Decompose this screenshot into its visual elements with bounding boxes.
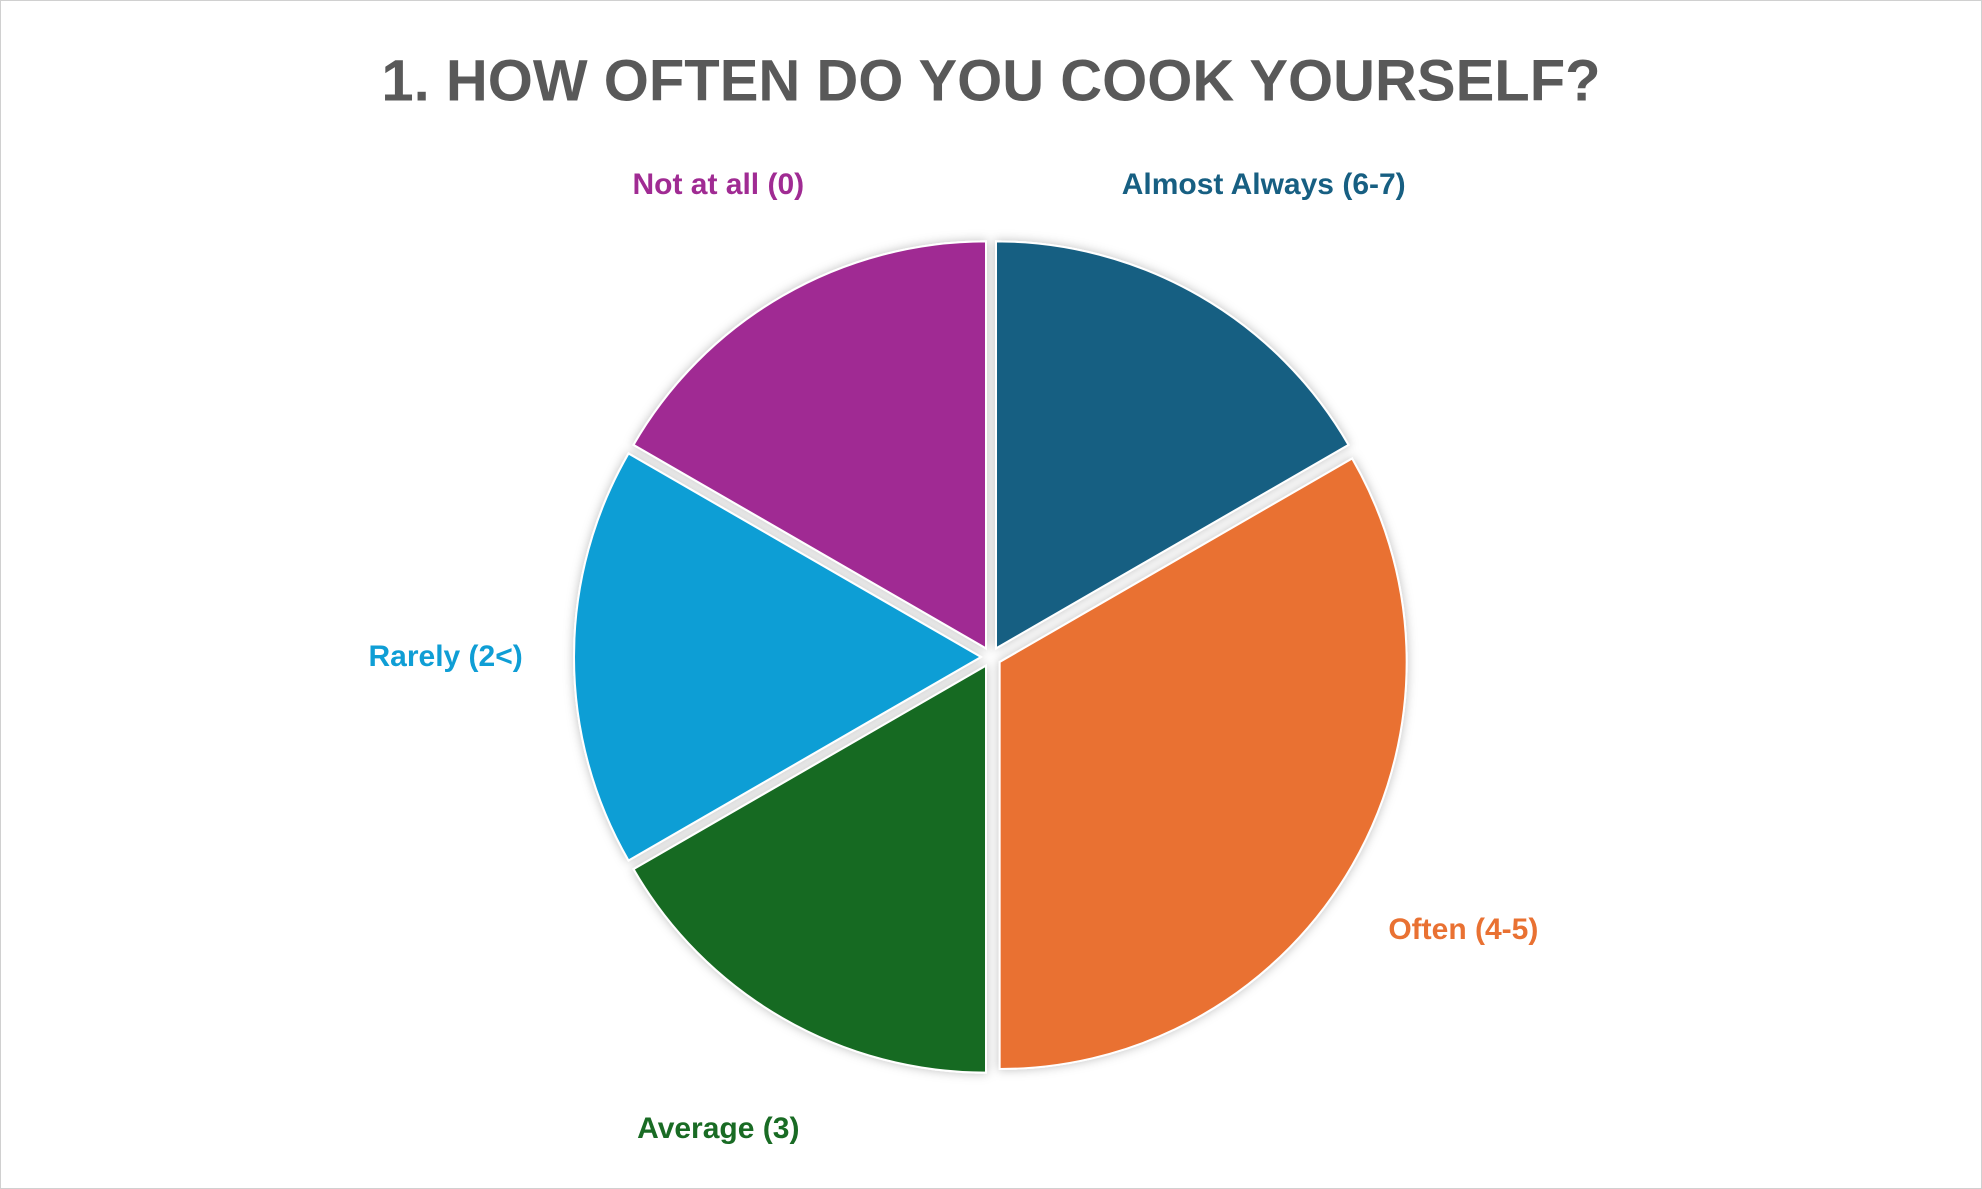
pie-slice — [998, 457, 1408, 1071]
pie-slice — [632, 663, 987, 1074]
chart-title: 1. HOW OFTEN DO YOU COOK YOURSELF? — [381, 48, 1600, 113]
pie-slice — [995, 240, 1350, 651]
slice-label: Often (4-5) — [1388, 912, 1539, 946]
pie-slice — [573, 452, 983, 862]
pie-slice — [632, 240, 987, 651]
slice-label: Not at all (0) — [632, 167, 805, 201]
slice-label: Average (3) — [637, 1112, 800, 1146]
pie — [573, 240, 1408, 1074]
slice-label: Almost Always (6-7) — [1121, 167, 1406, 201]
slice-label: Rarely (2<) — [368, 640, 523, 673]
